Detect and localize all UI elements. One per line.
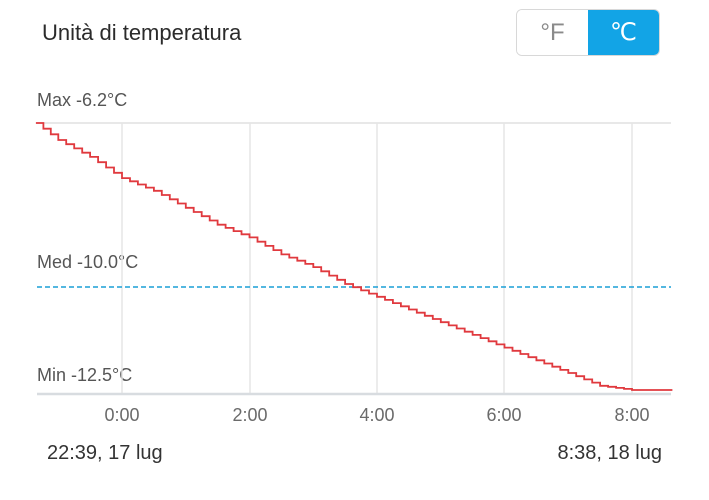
unit-toggle[interactable]: °F ℃ — [516, 9, 660, 56]
x-tick-0: 0:00 — [104, 405, 140, 425]
range-end-time: 8:38, 18 lug — [557, 442, 662, 464]
x-tick-6: 6:00 — [486, 405, 522, 425]
grid — [37, 122, 671, 396]
x-tick-2: 2:00 — [232, 405, 268, 425]
temperature-line — [35, 122, 673, 391]
median-label: Med -10.0°C — [37, 252, 139, 272]
celsius-button[interactable]: ℃ — [588, 10, 659, 55]
range-start-time: 22:39, 17 lug — [47, 442, 163, 464]
x-tick-4: 4:00 — [359, 405, 395, 425]
page-title: Unità di temperatura — [42, 20, 242, 45]
x-tick-8: 8:00 — [614, 405, 650, 425]
fahrenheit-button[interactable]: °F — [517, 10, 588, 55]
min-label: Min -12.5°C — [37, 365, 133, 385]
max-label: Max -6.2°C — [37, 90, 128, 110]
